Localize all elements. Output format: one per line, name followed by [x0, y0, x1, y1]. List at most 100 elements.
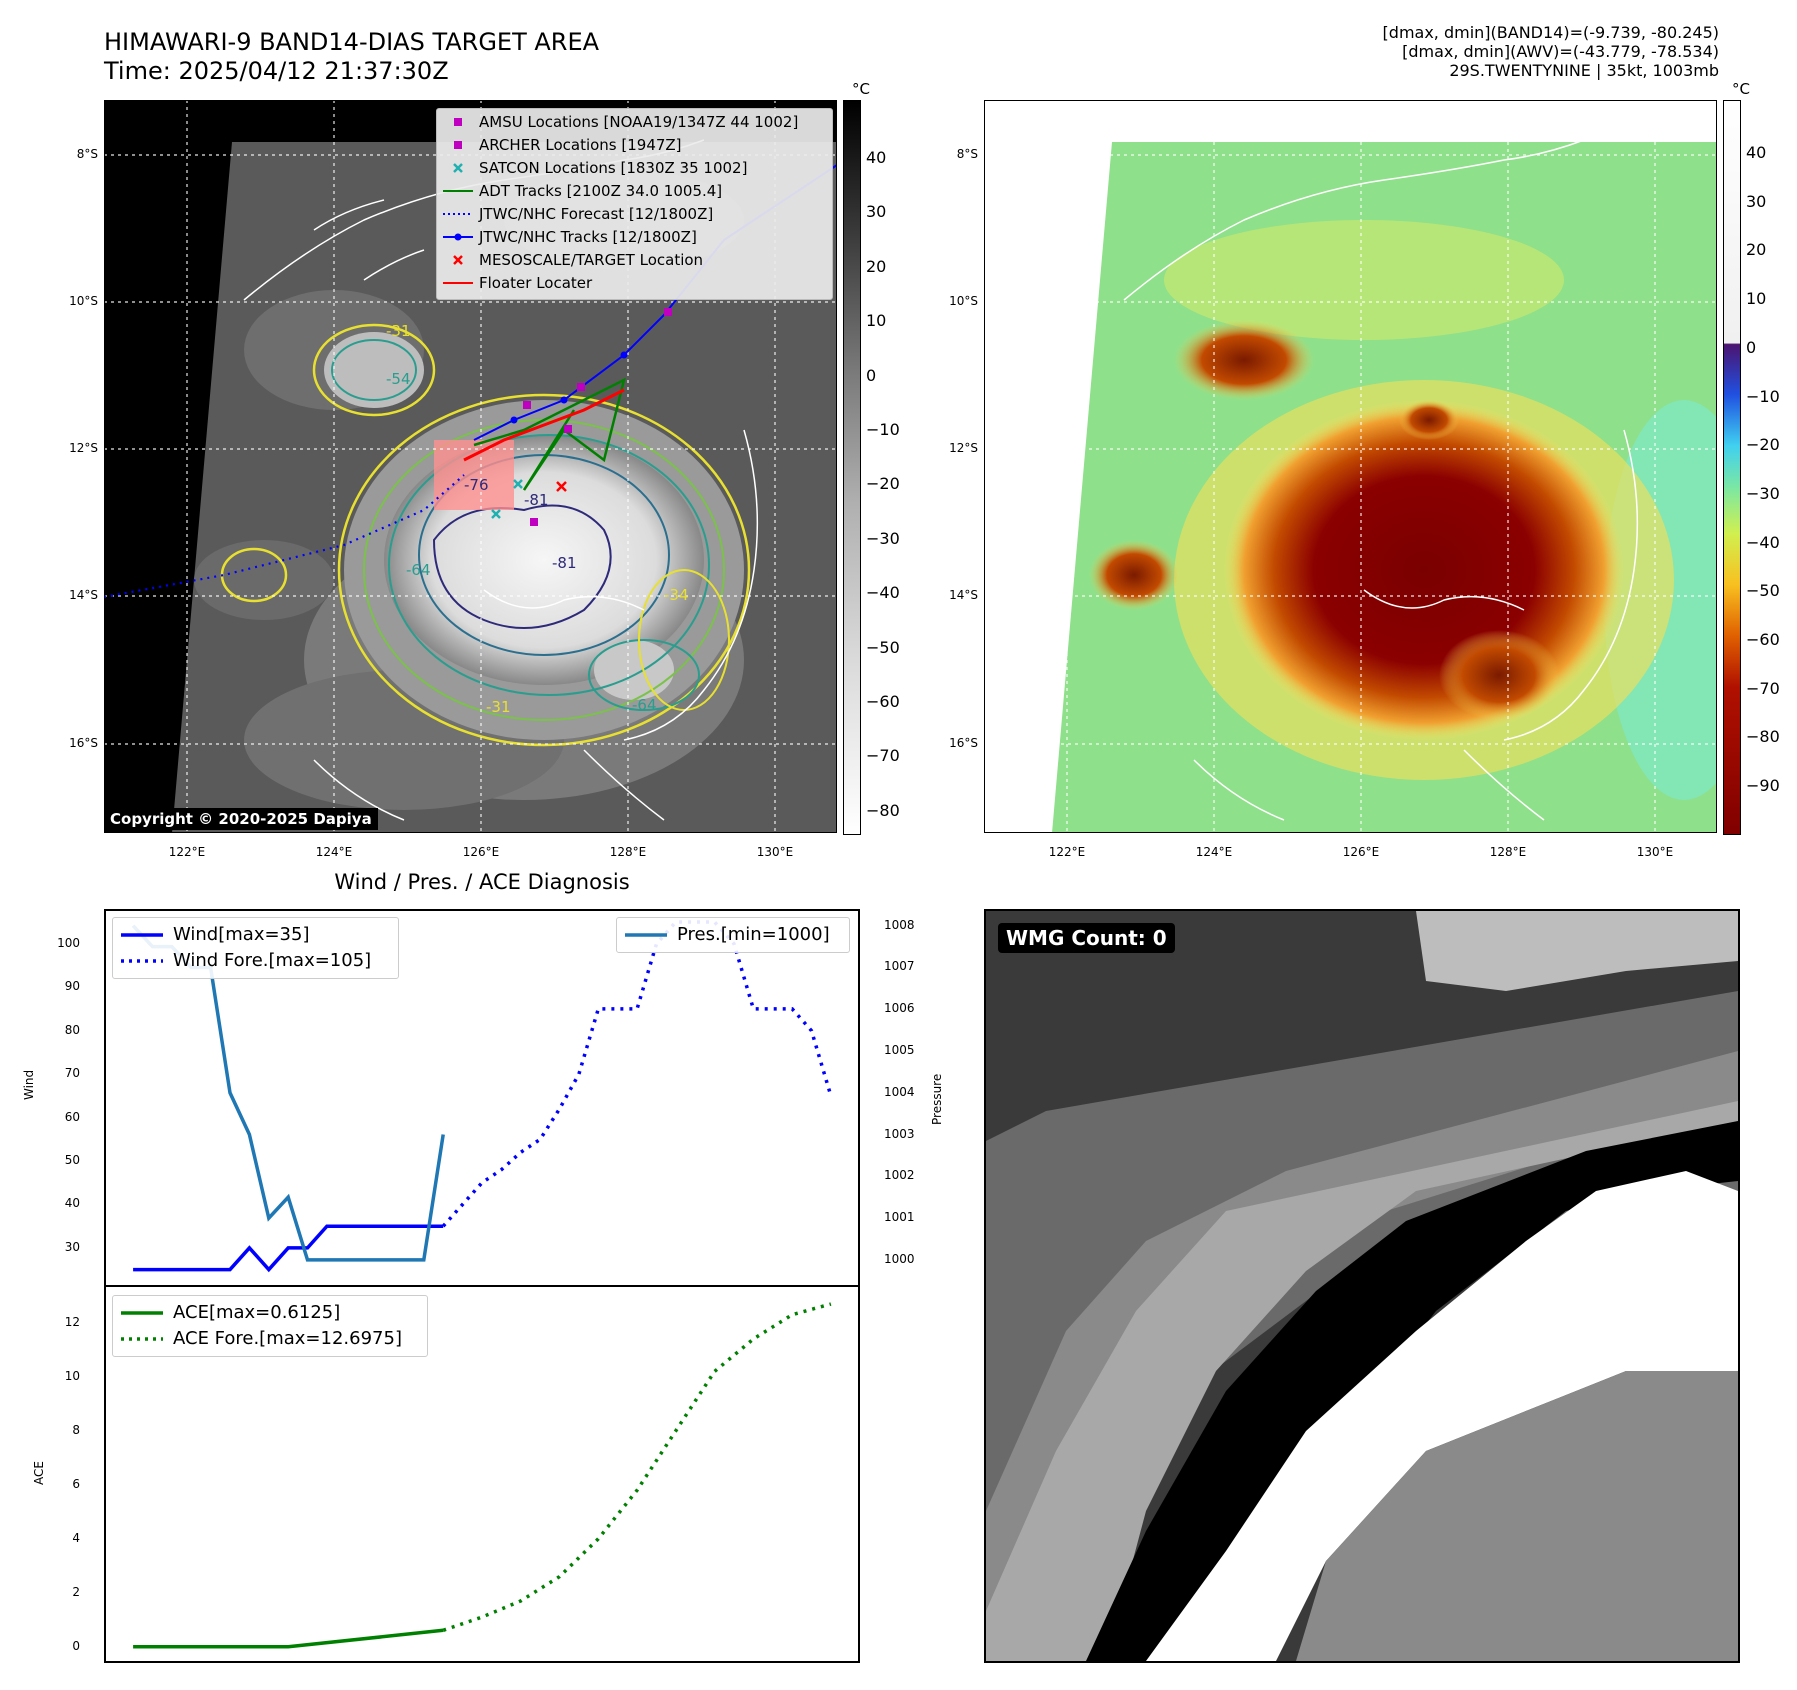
y-tick-label: 4 — [72, 1530, 80, 1545]
contour-label: -31 — [386, 322, 411, 340]
y-tick-label: 90 — [64, 979, 80, 994]
awv-colorbar — [1723, 100, 1741, 835]
colorbar-tick: −30 — [866, 528, 900, 548]
y-tick-label: 50 — [64, 1153, 80, 1167]
y2-tick-label: 1008 — [884, 917, 915, 932]
lat-label: 10°S — [69, 294, 98, 308]
legend-label: JTWC/NHC Tracks [12/1800Z] — [479, 228, 697, 246]
legend-symbol — [443, 203, 473, 225]
legend-symbol — [443, 111, 473, 133]
colorbar-tick: −60 — [1746, 630, 1780, 649]
y2-tick-label: 1003 — [884, 1126, 915, 1141]
y2-tick-label: 1001 — [884, 1210, 915, 1225]
lat-label: 16°S — [69, 736, 98, 750]
y-tick-label: 80 — [64, 1022, 80, 1037]
legend-symbol — [443, 180, 473, 202]
info-awv-range: [dmax, dmin](AWV)=(-43.779, -78.534) — [1402, 42, 1719, 61]
y2-tick-label: 1005 — [884, 1043, 915, 1057]
lat-label: 10°S — [949, 294, 978, 308]
y-tick-label: 8 — [72, 1422, 80, 1437]
lon-label: 122°E — [1048, 845, 1086, 859]
colorbar-tick: 0 — [866, 365, 877, 385]
legend-item: JTWC/NHC Forecast [12/1800Z] — [443, 203, 713, 225]
legend-label: AMSU Locations [NOAA19/1347Z 44 1002] — [479, 113, 799, 131]
legend-item: MESOSCALE/TARGET Location — [443, 249, 703, 271]
colorbar-tick: −20 — [866, 474, 900, 494]
contour-label: -34 — [664, 586, 689, 604]
colorbar-tick: 20 — [866, 256, 887, 276]
lat-label: 12°S — [69, 441, 98, 455]
wmg-count-badge: WMG Count: 0 — [998, 923, 1175, 953]
wind-legend: Wind[max=35] Wind Fore.[max=105] — [112, 917, 399, 979]
legend-symbol — [443, 134, 473, 156]
lat-label: 14°S — [949, 588, 978, 602]
map-legend: AMSU Locations [NOAA19/1347Z 44 1002] ARC… — [436, 108, 833, 300]
colorbar-tick: −80 — [866, 800, 900, 820]
colorbar-tick: −10 — [866, 420, 900, 439]
legend-label: ARCHER Locations [1947Z] — [479, 136, 682, 154]
y-tick-label: 30 — [64, 1239, 80, 1254]
y2-tick-label: 1002 — [884, 1168, 915, 1183]
lon-label: 124°E — [315, 845, 353, 859]
y-tick-label: 100 — [57, 935, 80, 950]
y2-tick-label: 1006 — [884, 1001, 915, 1016]
lon-label: 122°E — [168, 845, 206, 859]
y-tick-label: 12 — [64, 1314, 80, 1329]
wmg-image — [986, 911, 1738, 1661]
lon-label: 126°E — [1342, 845, 1380, 859]
colorbar-tick: −50 — [866, 637, 900, 657]
y-tick-label: 0 — [72, 1638, 80, 1653]
legend-label: ADT Tracks [2100Z 34.0 1005.4] — [479, 182, 723, 200]
lon-label: 124°E — [1195, 845, 1233, 859]
y-tick-label: 6 — [72, 1476, 80, 1491]
contour-label: -64 — [632, 696, 657, 714]
y2-tick-label: 1000 — [884, 1251, 915, 1266]
colorbar-tick: 40 — [866, 148, 887, 167]
legend-item: Floater Locater — [443, 272, 592, 294]
y-tick-label: 70 — [64, 1066, 80, 1081]
colorbar-tick: −10 — [1746, 386, 1780, 406]
colorbar-tick: −20 — [1746, 435, 1780, 455]
legend-label: JTWC/NHC Forecast [12/1800Z] — [479, 205, 714, 223]
legend-label: MESOSCALE/TARGET Location — [479, 251, 704, 269]
series-line — [133, 1224, 444, 1273]
lat-label: 16°S — [949, 736, 978, 750]
diagnosis-title: Wind / Pres. / ACE Diagnosis — [334, 870, 630, 894]
y2-tick-label: 1007 — [884, 959, 915, 974]
legend-ace: ACE[max=0.6125] — [173, 1302, 341, 1323]
ir-map-panel: -31 -31 -34 -54 -64 -64 -76 -81 -81 AMSU… — [103, 99, 838, 834]
colorbar-tick: −60 — [866, 692, 900, 711]
legend-wind: Wind[max=35] — [173, 924, 310, 945]
legend-label: SATCON Locations [1830Z 35 1002] — [479, 159, 748, 177]
ace-chart: ACE[max=0.6125] ACE Fore.[max=12.6975] — [98, 1285, 860, 1663]
lat-label: 14°S — [69, 588, 98, 602]
y-tick-label: 2 — [72, 1584, 80, 1599]
legend-item: JTWC/NHC Tracks [12/1800Z] — [443, 226, 697, 248]
contour-label: -81 — [524, 491, 549, 509]
contour-label: -31 — [486, 698, 511, 716]
figure-time: Time: 2025/04/12 21:37:30Z — [104, 57, 449, 85]
info-storm: 29S.TWENTYNINE | 35kt, 1003mb — [1449, 61, 1719, 80]
legend-symbol — [443, 157, 473, 179]
colorbar-tick: 20 — [1746, 240, 1767, 260]
series-line — [133, 1628, 444, 1649]
awv-map-image — [983, 99, 1764, 834]
colorbar-tick: −70 — [1746, 678, 1780, 698]
colorbar-tick: −70 — [866, 746, 900, 766]
wind-pressure-chart: Wind[max=35] Wind Fore.[max=105] Pres.[m… — [98, 909, 860, 1287]
legend-item: SATCON Locations [1830Z 35 1002] — [443, 157, 747, 179]
contour-label: -64 — [406, 561, 431, 579]
series-line — [442, 1302, 832, 1632]
ir-colorbar-unit: °C — [852, 80, 870, 98]
colorbar-tick: −80 — [1746, 727, 1780, 747]
colorbar-tick: 10 — [866, 311, 887, 331]
contour-label: -54 — [386, 370, 411, 388]
colorbar-tick: 0 — [1746, 337, 1757, 357]
lon-label: 130°E — [1636, 845, 1674, 859]
wmg-panel: WMG Count: 0 — [984, 909, 1740, 1663]
legend-item: AMSU Locations [NOAA19/1347Z 44 1002] — [443, 111, 798, 133]
legend-item: ARCHER Locations [1947Z] — [443, 134, 682, 156]
wind-axis-label: Wind — [22, 1069, 36, 1100]
colorbar-tick: −30 — [1746, 483, 1780, 503]
legend-symbol — [443, 226, 473, 248]
